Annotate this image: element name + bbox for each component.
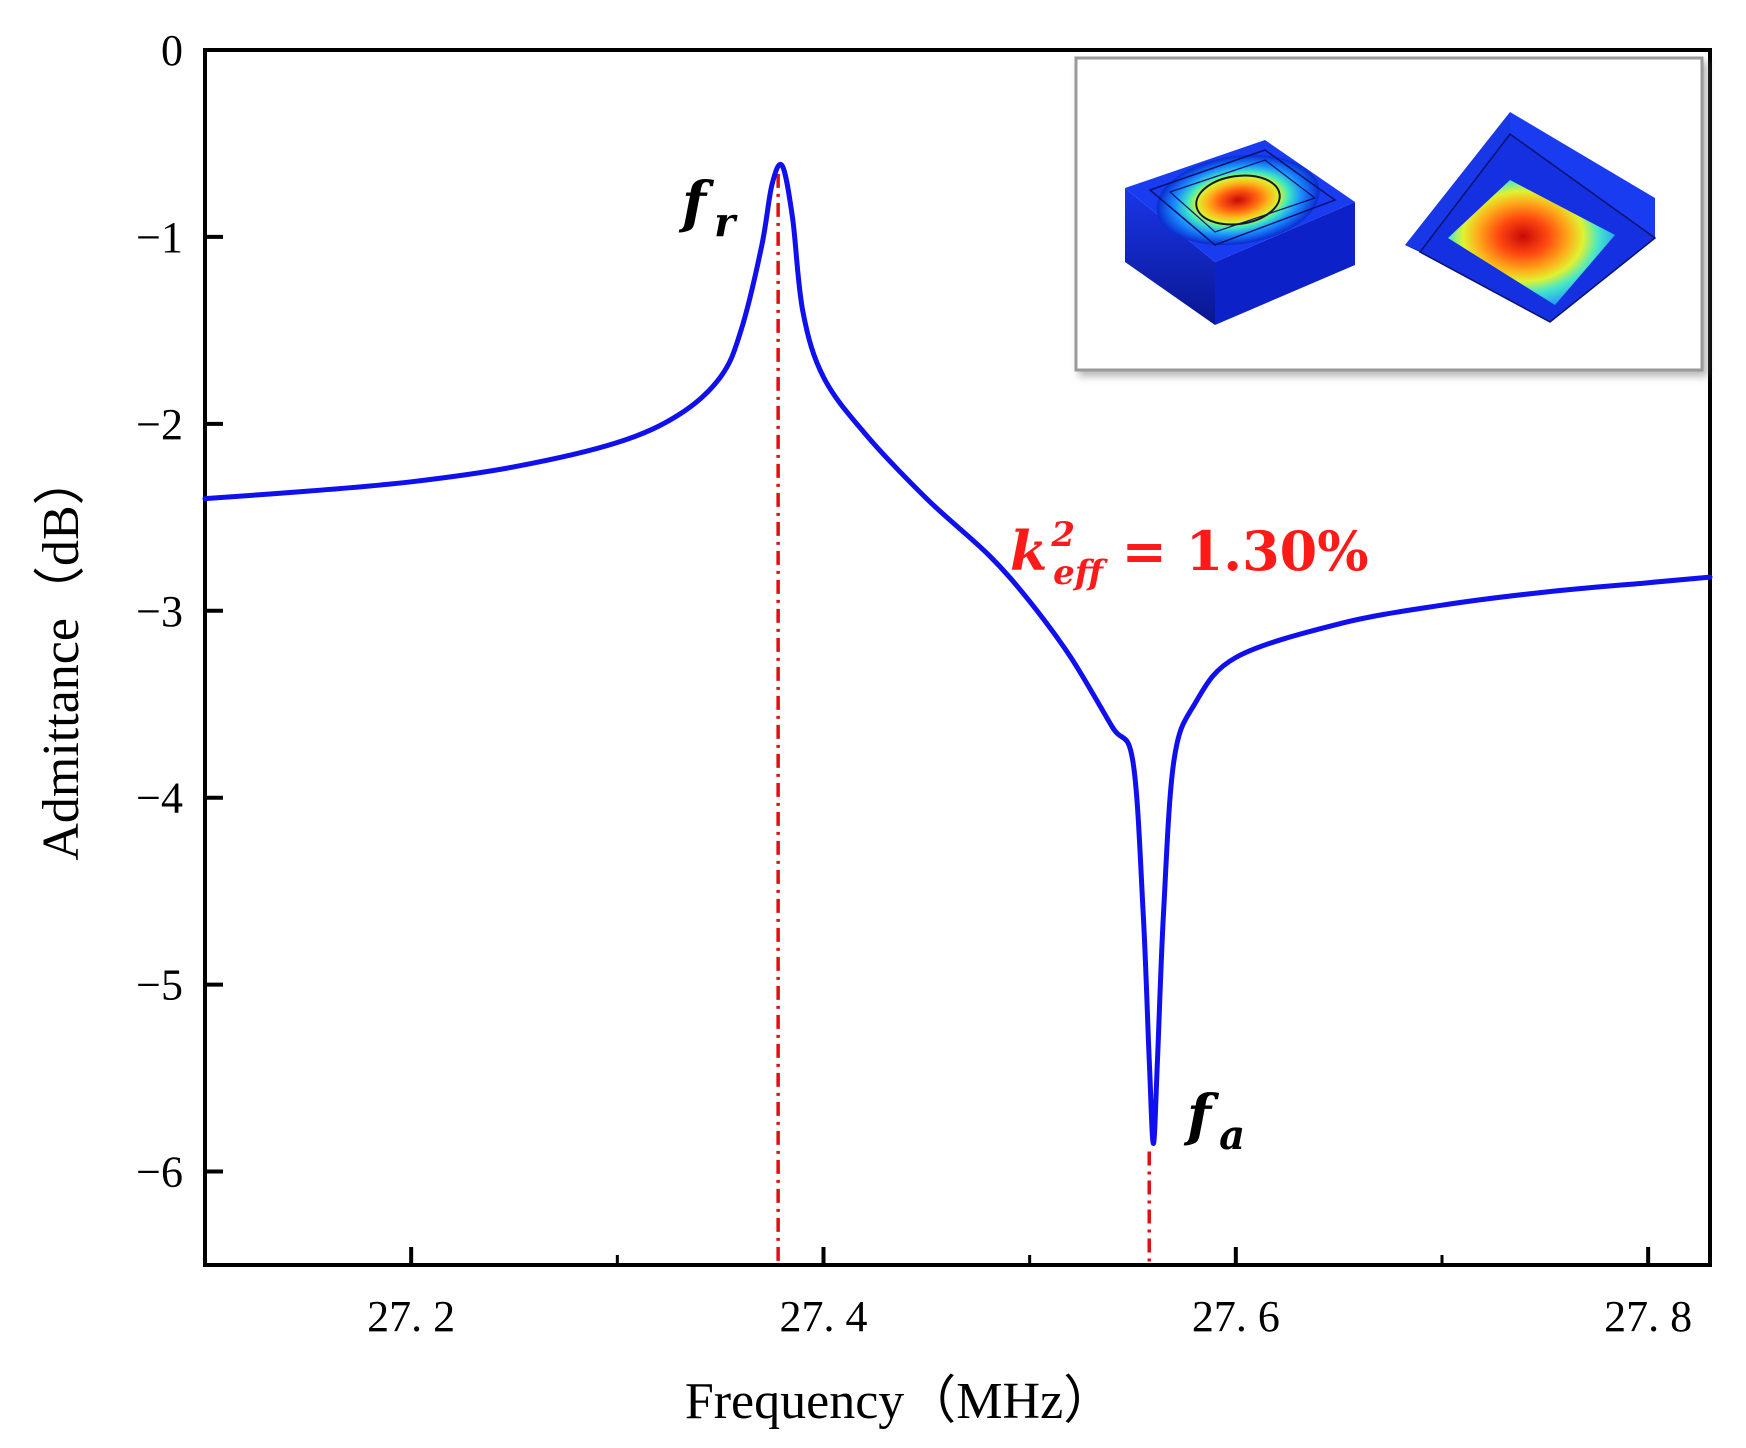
frequency-marker-lines <box>776 173 1151 1265</box>
resonance-label-sub: r <box>714 199 738 246</box>
mode-shape-inset <box>1074 56 1704 372</box>
antiresonance-label-sub: a <box>1219 1112 1245 1159</box>
x-tick-label: 27. 4 <box>779 1292 867 1341</box>
coupling-sub: eff <box>1053 553 1109 593</box>
antiresonance-label-f: f <box>1183 1083 1220 1149</box>
coupling-value: = 1.30% <box>1103 519 1369 583</box>
y-tick-label: −3 <box>136 587 183 636</box>
x-tick-label: 27. 8 <box>1604 1292 1692 1341</box>
admittance-curve <box>202 162 1713 1146</box>
x-axis-title: Frequency（MHz） <box>685 1373 1115 1430</box>
plot-area-frame <box>203 48 1712 1267</box>
y-tick-label: −1 <box>136 213 183 262</box>
y-tick-label: −6 <box>136 1148 183 1197</box>
y-axis-ticks: 0 −1 −2 −3 −4 −5 −6 <box>136 26 223 1197</box>
coupling-k: k <box>1010 519 1047 583</box>
x-axis-ticks: 27. 2 27. 4 27. 6 27. 8 <box>367 1247 1692 1341</box>
resonance-label-f: f <box>678 170 715 236</box>
coupling-coefficient-label: k 2 eff = 1.30% <box>1010 515 1369 593</box>
y-tick-label: −4 <box>136 774 183 823</box>
coupling-sup: 2 <box>1050 515 1075 555</box>
y-tick-label: −5 <box>136 961 183 1010</box>
y-tick-label: −2 <box>136 400 183 449</box>
y-tick-label: 0 <box>161 26 183 75</box>
x-tick-label: 27. 6 <box>1192 1292 1280 1341</box>
mode-shape-right <box>1405 112 1657 323</box>
x-tick-label: 27. 2 <box>367 1292 455 1341</box>
y-axis-title: Admittance（dB） <box>33 453 90 860</box>
mode-shape-left <box>1125 140 1355 325</box>
